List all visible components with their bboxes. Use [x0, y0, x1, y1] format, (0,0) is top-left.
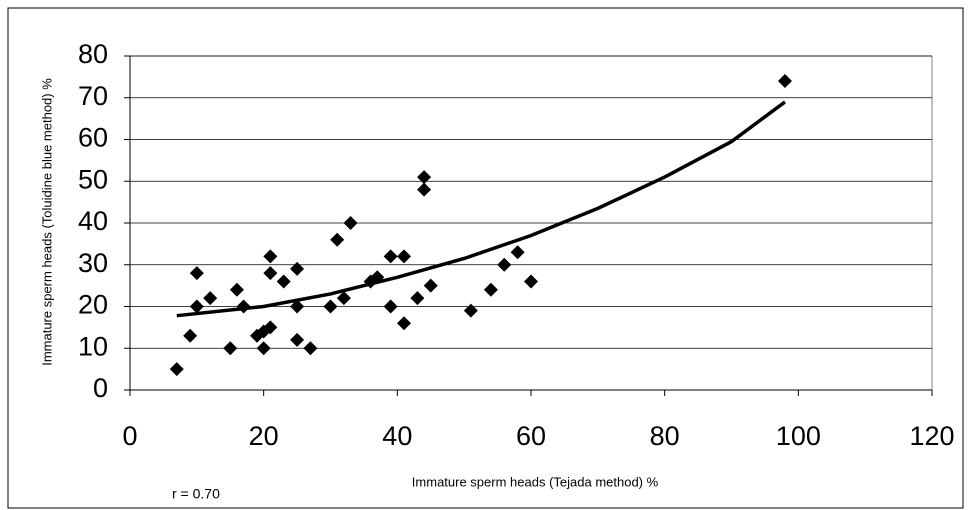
- x-tick-label: 100: [776, 421, 821, 451]
- scatter-point: [303, 341, 318, 356]
- scatter-point: [276, 274, 291, 289]
- y-tick-label: 70: [78, 81, 108, 111]
- scatter-point: [183, 328, 198, 343]
- annotation: r = 0.70: [172, 486, 220, 502]
- y-tick-label: 0: [93, 373, 108, 403]
- scatter-point: [463, 303, 478, 318]
- y-tick-label: 50: [78, 164, 108, 194]
- scatter-point: [263, 249, 278, 264]
- scatter-point: [223, 341, 238, 356]
- x-tick-label: 0: [122, 421, 137, 451]
- scatter-point: [383, 249, 398, 264]
- x-tick-label: 40: [382, 421, 412, 451]
- scatter-point: [397, 316, 412, 331]
- scatter-point: [397, 249, 412, 264]
- scatter-point: [290, 332, 305, 347]
- scatter-point: [343, 216, 358, 230]
- y-tick-label: 60: [78, 123, 108, 153]
- scatter-point: [510, 245, 525, 260]
- y-axis-title: Immature sperm heads (Toluidine blue met…: [39, 78, 54, 366]
- scatter-point: [290, 299, 305, 314]
- scatter-point: [203, 291, 218, 306]
- scatter-point: [263, 320, 278, 335]
- scatter-point: [263, 266, 278, 281]
- scatter-point: [483, 282, 498, 297]
- scatter-point: [323, 299, 338, 314]
- y-tick-label: 30: [78, 248, 108, 278]
- scatter-point: [417, 182, 432, 197]
- x-tick-label: 120: [909, 421, 954, 451]
- scatter-point: [370, 270, 385, 285]
- scatter-point: [410, 291, 425, 306]
- scatter-point: [169, 362, 184, 377]
- scatter-point: [236, 299, 251, 314]
- x-tick-label: 80: [650, 421, 680, 451]
- scatter-point: [256, 341, 271, 356]
- x-tick-label: 20: [249, 421, 279, 451]
- scatter-point: [330, 232, 345, 247]
- scatter-point: [417, 170, 432, 185]
- scatter-point: [777, 74, 792, 89]
- scatter-point: [336, 291, 351, 306]
- scatter-point: [189, 299, 204, 314]
- y-tick-label: 80: [78, 39, 108, 69]
- y-tick-label: 10: [78, 331, 108, 361]
- scatter-point: [229, 282, 244, 297]
- x-axis-title: Immature sperm heads (Tejada method) %: [412, 474, 659, 489]
- scatter-point: [423, 278, 438, 293]
- scatter-point: [524, 274, 538, 289]
- y-tick-label: 20: [78, 290, 108, 320]
- scatter-point: [383, 299, 398, 314]
- scatter-point: [290, 261, 305, 276]
- y-tick-label: 40: [78, 206, 108, 236]
- scatter-point: [497, 257, 512, 272]
- x-tick-label: 60: [516, 421, 546, 451]
- scatter-point: [189, 266, 204, 281]
